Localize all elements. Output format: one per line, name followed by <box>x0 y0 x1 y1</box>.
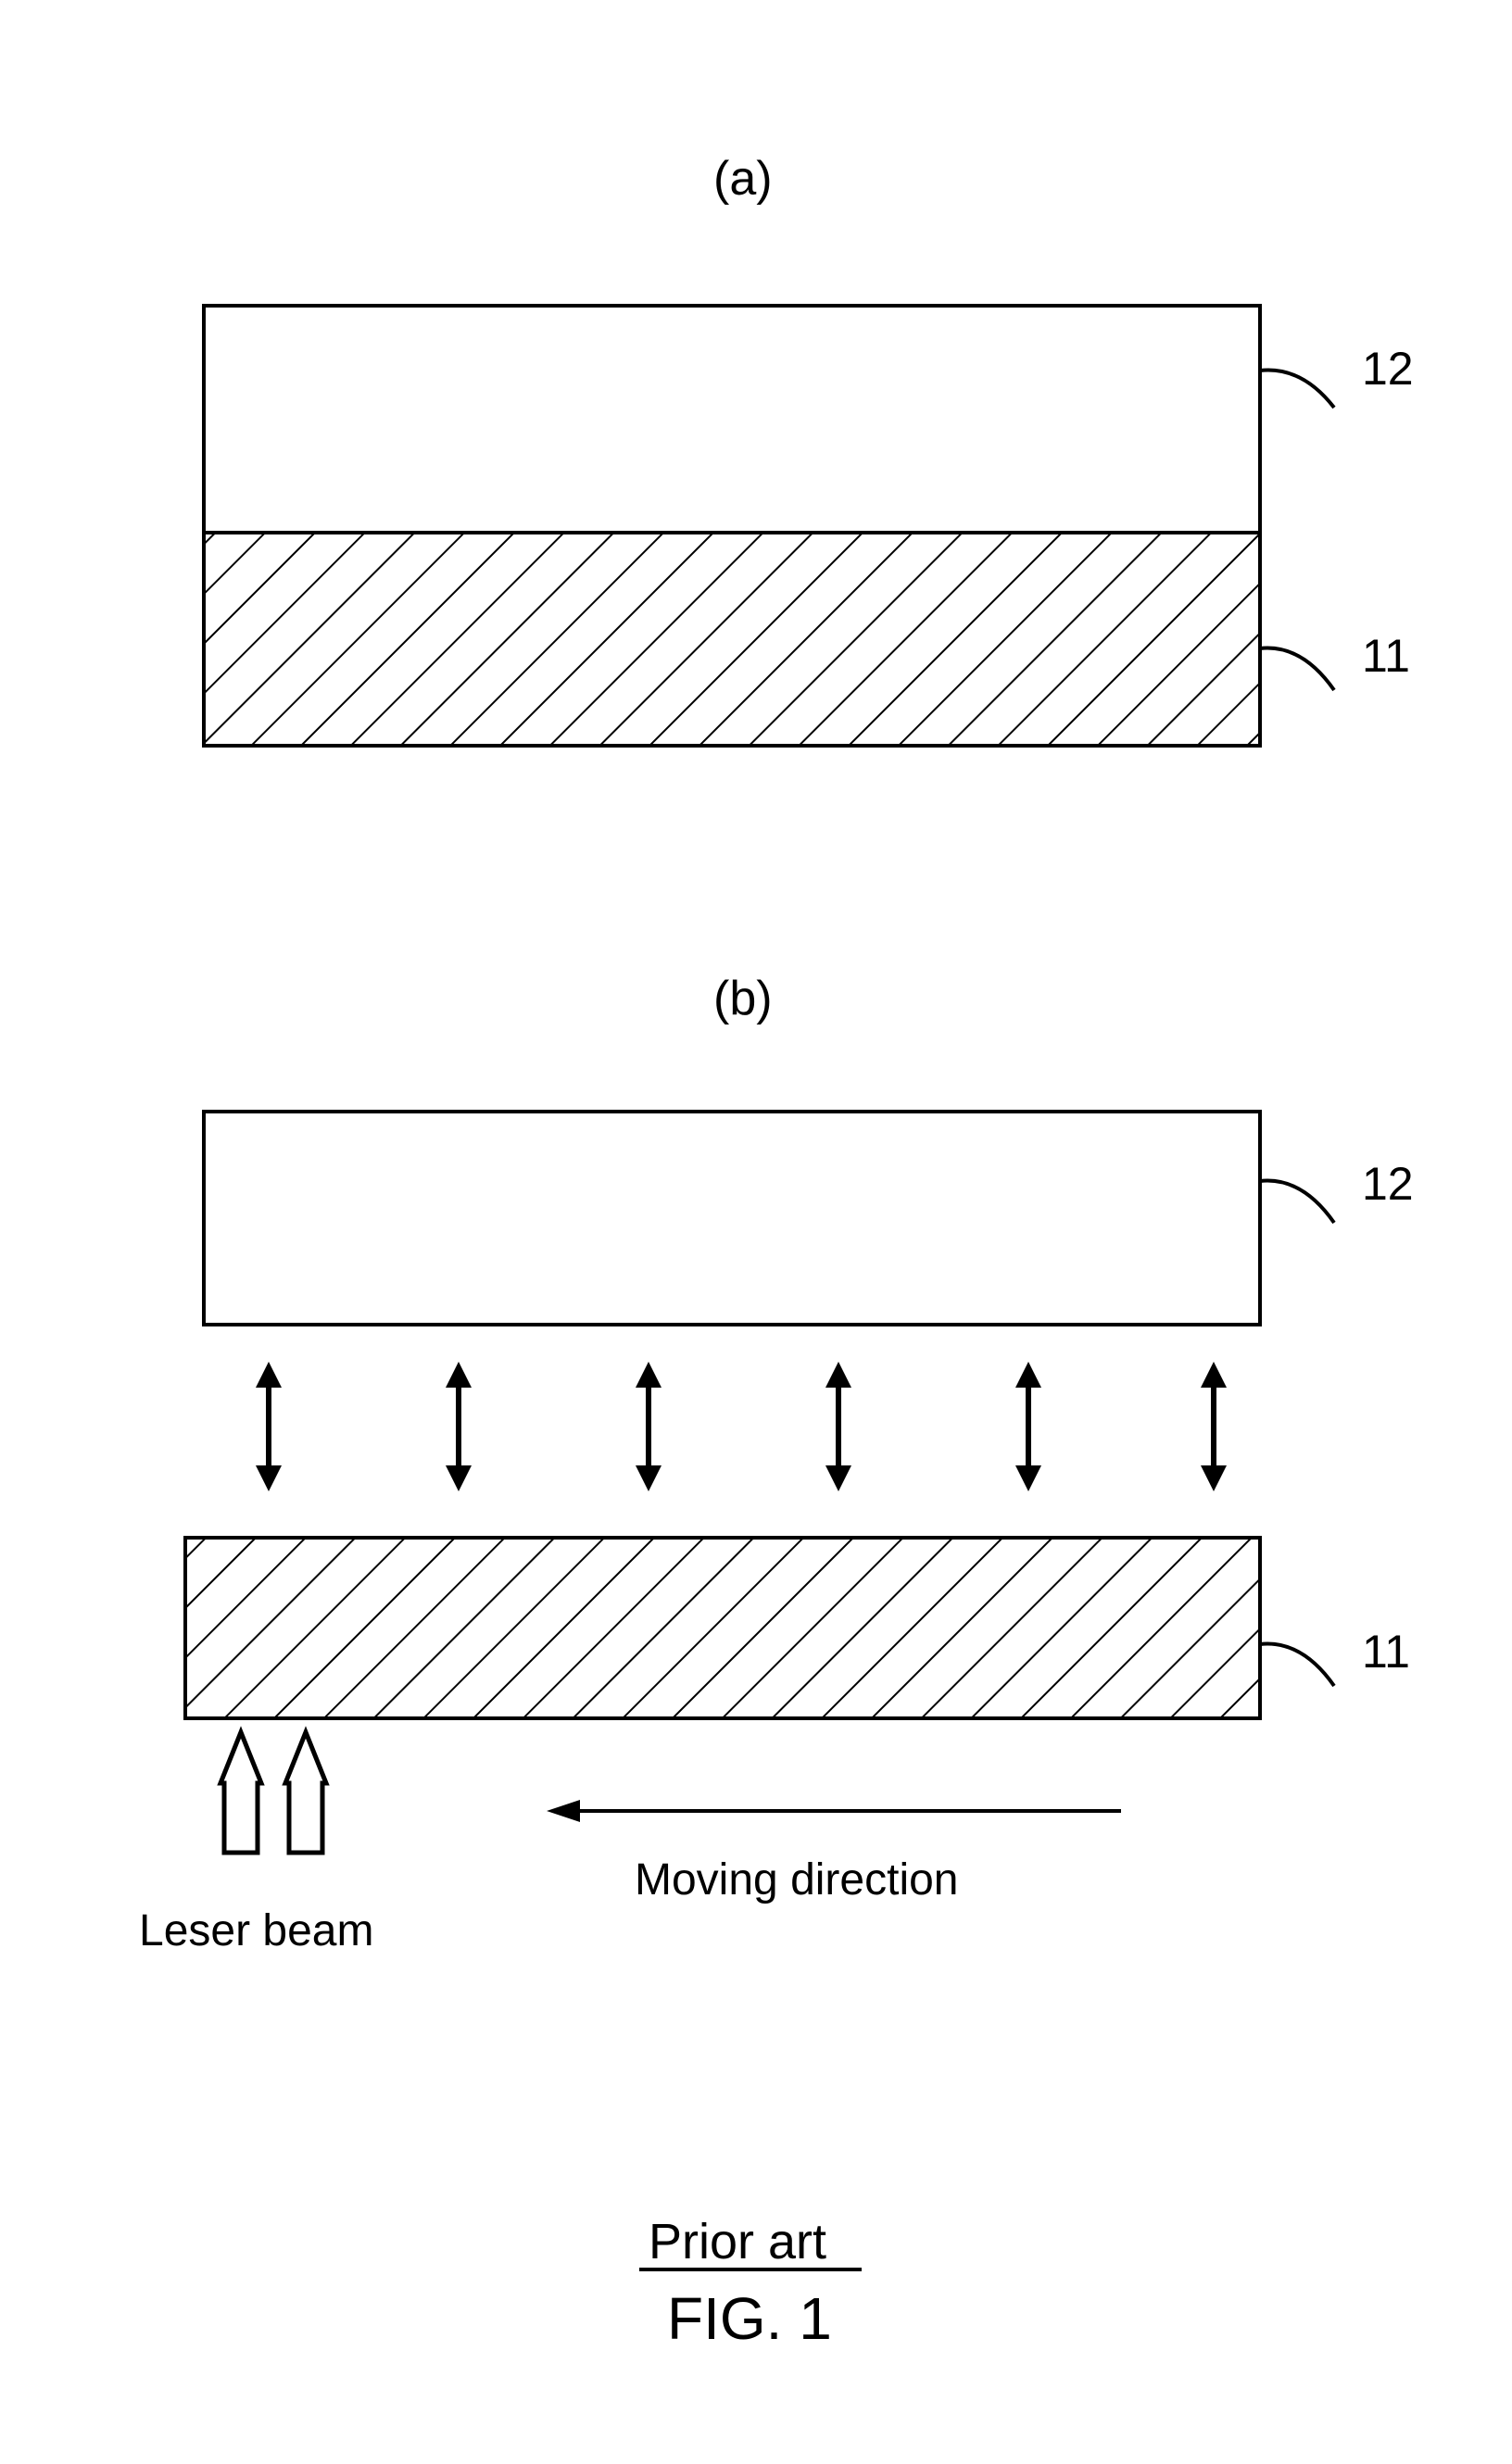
double-arrow-head-up <box>1201 1362 1227 1388</box>
double-arrow-head-up <box>825 1362 851 1388</box>
double-arrow-head-down <box>1201 1465 1227 1491</box>
panel-a-layer-12-rect <box>204 306 1260 533</box>
moving-direction-arrow <box>547 1800 1121 1822</box>
panel-b-label: (b) <box>713 972 773 1025</box>
panel-b-callout-11-leader <box>1260 1644 1334 1686</box>
laser-beam-arrow <box>285 1732 326 1853</box>
double-arrow-head-up <box>446 1362 472 1388</box>
figure-svg: (a) 12 11 (b) 12 11 Leser beam Moving di… <box>0 0 1512 2464</box>
panel-a-callout-12-label: 12 <box>1362 343 1414 395</box>
panel-b-layer-11-rect <box>185 1538 1260 1718</box>
double-arrow-head-up <box>256 1362 282 1388</box>
laser-beam-arrow <box>220 1732 261 1853</box>
panel-b-callout-11-label: 11 <box>1362 1626 1410 1678</box>
laser-beam-arrows <box>220 1732 326 1853</box>
double-arrow-head-up <box>636 1362 662 1388</box>
figure-number-label: FIG. 1 <box>667 2285 832 2352</box>
double-arrow-head-down <box>636 1465 662 1491</box>
double-arrow-head-up <box>1015 1362 1041 1388</box>
double-arrow-head-down <box>256 1465 282 1491</box>
moving-direction-label: Moving direction <box>635 1855 959 1905</box>
panel-b-callout-12-leader <box>1260 1181 1334 1223</box>
panel-b-layer-12-rect <box>204 1112 1260 1325</box>
moving-arrow-head <box>547 1800 580 1822</box>
panel-b-callout-12-label: 12 <box>1362 1158 1414 1210</box>
double-arrow-head-down <box>446 1465 472 1491</box>
laser-beam-label: Leser beam <box>139 1906 373 1955</box>
panel-a-layer-11-rect <box>204 533 1260 746</box>
panel-a-callout-12-leader <box>1260 371 1334 409</box>
prior-art-label: Prior art <box>649 2214 826 2269</box>
panel-b-double-arrows <box>256 1362 1227 1491</box>
panel-a-callout-11-leader <box>1260 648 1334 690</box>
double-arrow-head-down <box>825 1465 851 1491</box>
double-arrow-head-down <box>1015 1465 1041 1491</box>
panel-a-label: (a) <box>713 152 773 206</box>
page: (a) 12 11 (b) 12 11 Leser beam Moving di… <box>0 0 1512 2464</box>
panel-a-callout-11-label: 11 <box>1362 630 1410 682</box>
